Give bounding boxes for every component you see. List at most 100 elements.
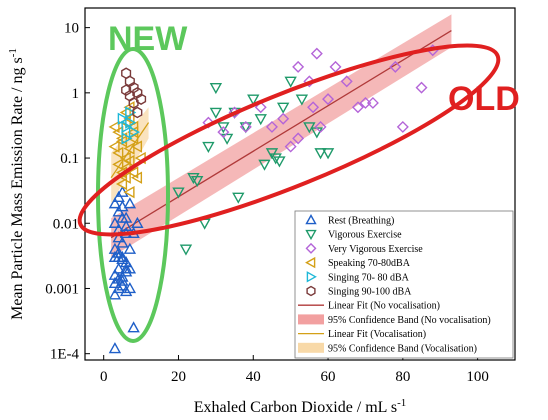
data-point-s5-7 bbox=[132, 106, 143, 119]
data-point-s3-7 bbox=[112, 146, 124, 160]
data-point-s1-24 bbox=[258, 159, 271, 171]
data-point-s0-22 bbox=[119, 265, 133, 277]
data-point-s0-13 bbox=[123, 242, 137, 254]
data-point-s4-2 bbox=[125, 116, 137, 129]
data-point-s0-30 bbox=[116, 252, 129, 265]
legend-band-label-1: 95% Confidence Band (Vocalisation) bbox=[328, 343, 477, 354]
data-points bbox=[108, 44, 439, 354]
y-tick-label-2: 0.1 bbox=[60, 151, 79, 167]
data-point-s1-21 bbox=[314, 148, 327, 160]
x-tick-label-4: 80 bbox=[395, 369, 410, 385]
data-point-s1-11 bbox=[239, 122, 252, 134]
data-point-s2-19 bbox=[396, 120, 409, 133]
data-point-s1-16 bbox=[276, 102, 290, 114]
data-point-s1-15 bbox=[269, 153, 282, 165]
data-point-s0-32 bbox=[112, 272, 125, 284]
data-point-s0-7 bbox=[116, 211, 129, 223]
data-point-s0-37 bbox=[108, 288, 122, 300]
data-point-s2-6 bbox=[277, 112, 290, 125]
data-point-s2-17 bbox=[366, 96, 379, 109]
data-point-s1-3 bbox=[190, 175, 204, 188]
y-tick-label-3: 0.01 bbox=[53, 216, 79, 232]
data-point-s0-4 bbox=[123, 197, 137, 209]
data-point-s0-38 bbox=[127, 321, 140, 333]
data-point-s4-3 bbox=[128, 125, 141, 139]
data-point-s2-22 bbox=[292, 132, 305, 145]
data-point-s0-2 bbox=[116, 200, 129, 212]
x-axis-ticks: 0 20 40 60 80 100 bbox=[100, 355, 489, 385]
data-point-s0-34 bbox=[119, 262, 133, 274]
data-point-s0-27 bbox=[123, 282, 137, 294]
legend-label-1: Vigorous Exercise bbox=[328, 230, 402, 241]
y-axis-ticks: 10 1 0.1 0.01 0.001 1E-4 bbox=[45, 21, 90, 363]
old-group-ellipse bbox=[77, 43, 501, 237]
data-point-s2-18 bbox=[389, 60, 402, 73]
data-point-s2-11 bbox=[314, 120, 327, 133]
legend-fit-label-0: Linear Fit (No vocalisation) bbox=[328, 301, 440, 312]
data-point-s3-17 bbox=[115, 177, 128, 191]
x-tick-label-1: 20 bbox=[171, 369, 186, 385]
x-tick-label-3: 60 bbox=[321, 369, 336, 385]
data-point-s2-12 bbox=[322, 93, 335, 106]
x-tick-label-5: 100 bbox=[466, 369, 489, 385]
data-point-s0-26 bbox=[119, 285, 133, 297]
legend-band-swatch-1 bbox=[298, 342, 324, 353]
legend-label-3: Speaking 70-80dBA bbox=[328, 258, 411, 269]
data-point-s2-1 bbox=[217, 126, 230, 139]
data-point-s3-16 bbox=[123, 154, 135, 168]
data-point-s1-1 bbox=[179, 244, 193, 256]
data-point-s1-7 bbox=[217, 122, 230, 134]
fit-lines bbox=[110, 30, 452, 239]
data-point-s3-12 bbox=[130, 140, 143, 153]
data-point-s0-25 bbox=[116, 274, 129, 286]
legend-marker-2 bbox=[305, 242, 317, 254]
data-point-s5-6 bbox=[136, 93, 147, 105]
legend-label-2: Very Vigorous Exercise bbox=[328, 244, 423, 255]
data-point-s1-22 bbox=[321, 148, 335, 160]
data-point-s3-18 bbox=[119, 171, 131, 184]
data-point-s2-14 bbox=[340, 75, 353, 88]
data-point-s1-13 bbox=[254, 114, 267, 126]
data-point-s3-13 bbox=[112, 158, 124, 171]
confidence-band-0 bbox=[111, 14, 452, 258]
data-point-s2-13 bbox=[329, 60, 342, 73]
data-point-s2-7 bbox=[284, 140, 297, 153]
data-point-s0-33 bbox=[116, 279, 129, 291]
fit-line-0 bbox=[110, 30, 452, 239]
x-axis-label: Exhaled Carbon Dioxide / mL s-1 bbox=[194, 397, 407, 416]
legend-marker-4 bbox=[306, 271, 317, 283]
annotation-new: NEW bbox=[108, 20, 188, 58]
data-point-s1-12 bbox=[247, 94, 260, 106]
legend-band-label-0: 95% Confidence Band (No vocalisation) bbox=[328, 315, 491, 326]
legend-marker-0 bbox=[305, 214, 317, 225]
data-point-s5-5 bbox=[128, 97, 139, 109]
data-point-s2-0 bbox=[202, 116, 215, 129]
data-point-s0-14 bbox=[131, 216, 144, 228]
data-point-s0-29 bbox=[112, 246, 125, 258]
data-point-s3-19 bbox=[123, 185, 135, 199]
data-point-s2-23 bbox=[307, 101, 320, 114]
data-point-s1-23 bbox=[209, 107, 223, 119]
legend: Rest (Breathing) Vigorous Exercise Very Vi… bbox=[294, 210, 514, 359]
data-point-s2-5 bbox=[265, 120, 278, 133]
data-point-s1-2 bbox=[187, 172, 200, 185]
data-point-s2-8 bbox=[292, 60, 305, 73]
y-tick-label-1: 1 bbox=[72, 86, 80, 102]
data-point-s0-24 bbox=[112, 282, 125, 294]
data-point-s4-1 bbox=[121, 120, 133, 134]
fit-line-1 bbox=[110, 122, 150, 179]
legend-marker-1 bbox=[305, 229, 317, 241]
data-point-s0-31 bbox=[108, 268, 122, 280]
data-point-s0-8 bbox=[119, 219, 133, 231]
data-point-s1-18 bbox=[295, 94, 309, 106]
data-point-s3-6 bbox=[108, 140, 120, 153]
legend-label-5: Singing 90-100 dBA bbox=[328, 287, 412, 298]
data-point-s2-10 bbox=[310, 47, 323, 60]
annotation-old: OLD bbox=[448, 80, 520, 118]
y-tick-label-5: 1E-4 bbox=[50, 347, 80, 363]
legend-marker-3 bbox=[305, 256, 316, 269]
plot-frame bbox=[84, 7, 516, 361]
data-point-s2-4 bbox=[254, 101, 267, 114]
data-point-s3-20 bbox=[127, 166, 139, 179]
